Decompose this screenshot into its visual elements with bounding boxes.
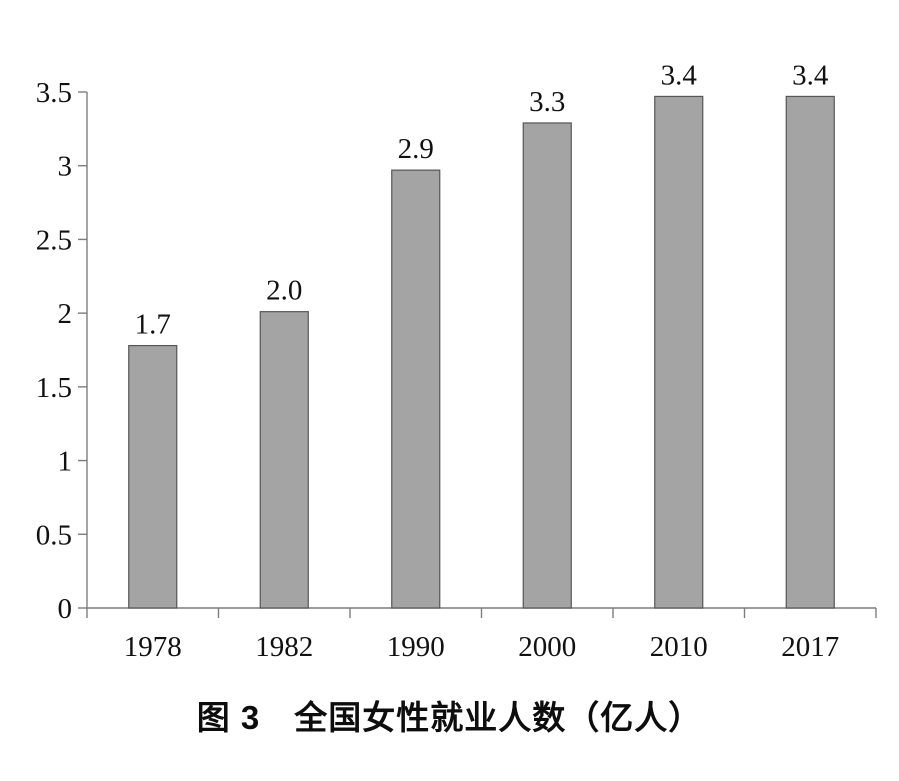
bar-2000: [522, 122, 572, 609]
x-category-label: 2017: [781, 631, 839, 663]
bar-2010: [654, 95, 704, 609]
x-category-label: 1982: [255, 631, 313, 663]
chart-caption: 图 3 全国女性就业人数（亿人）: [196, 699, 703, 736]
bar-value-label: 3.4: [792, 59, 829, 91]
y-tick-label: 3: [58, 151, 73, 183]
bar-value-label: 3.4: [661, 59, 698, 91]
bar-value-label: 3.3: [529, 86, 565, 118]
x-category-label: 2010: [650, 631, 708, 663]
x-category-label: 1990: [387, 631, 445, 663]
y-tick-label: 2.5: [36, 224, 72, 256]
y-tick-label: 1.5: [36, 372, 72, 404]
bar-value-label: 1.7: [135, 309, 171, 341]
bar-1978: [128, 344, 178, 609]
y-tick-label: 0: [58, 593, 73, 625]
x-category-label: 1978: [124, 631, 182, 663]
y-tick-label: 1: [58, 446, 73, 478]
bar-value-label: 2.0: [266, 275, 302, 307]
bar-2017: [785, 95, 835, 609]
bar-value-label: 2.9: [398, 133, 434, 165]
bar-1990: [391, 169, 441, 609]
y-tick-label: 2: [58, 298, 73, 330]
bar-1982: [259, 311, 309, 609]
y-tick-label: 3.5: [36, 77, 72, 109]
y-tick-label: 0.5: [36, 519, 72, 551]
x-category-label: 2000: [518, 631, 576, 663]
